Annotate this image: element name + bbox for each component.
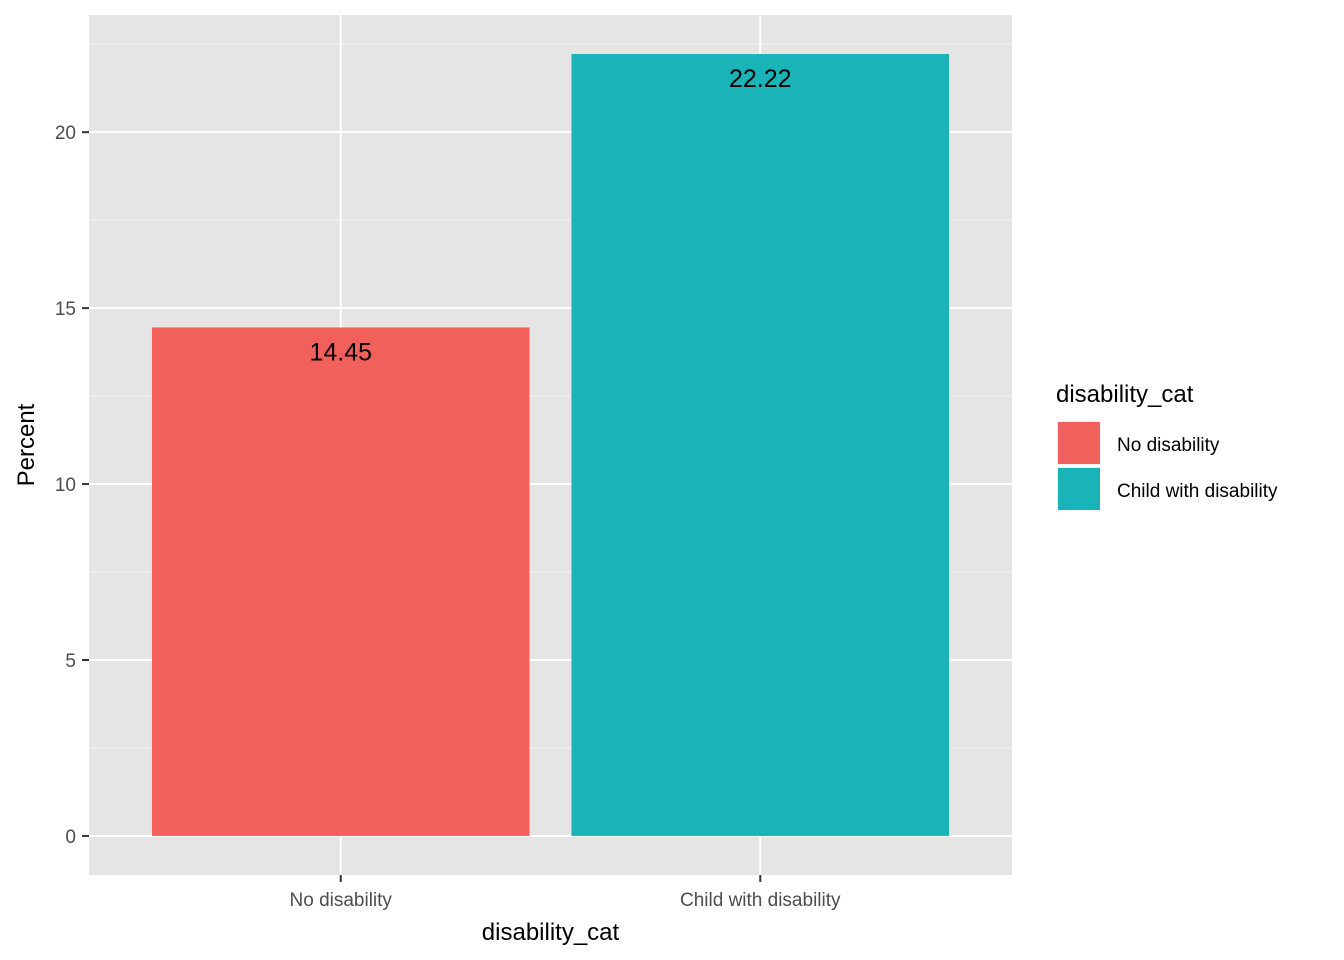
legend-label: Child with disability [1117, 481, 1278, 502]
bar-labels: 14.45 22.22 [309, 65, 791, 366]
y-axis-title: Percent [13, 403, 40, 486]
x-tick-label: No disability [290, 890, 393, 911]
legend-title: disability_cat [1056, 381, 1194, 408]
bar [571, 54, 950, 836]
bar-value-label: 22.22 [729, 65, 792, 93]
bar [151, 327, 530, 836]
bar-value-label: 14.45 [309, 338, 372, 366]
legend: disability_cat No disability Child with d… [1056, 381, 1278, 511]
y-tick-label: 5 [65, 651, 76, 672]
y-tick-label: 15 [55, 299, 76, 320]
y-axis: 0 5 10 15 20 [55, 123, 89, 848]
bars [151, 54, 950, 836]
x-tick-label: Child with disability [680, 890, 841, 911]
legend-label: No disability [1117, 435, 1220, 456]
legend-swatch [1058, 422, 1100, 464]
y-tick-label: 10 [55, 475, 76, 496]
x-axis-title: disability_cat [482, 919, 620, 946]
x-axis: No disability Child with disability [290, 875, 841, 911]
y-tick-label: 0 [65, 827, 76, 848]
y-tick-label: 20 [55, 123, 76, 144]
legend-swatch [1058, 468, 1100, 510]
